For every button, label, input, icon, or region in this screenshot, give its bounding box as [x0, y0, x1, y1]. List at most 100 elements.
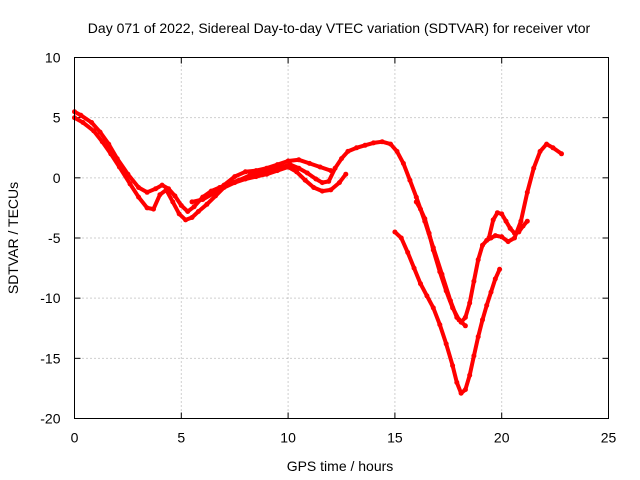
series-track-e [486, 210, 530, 240]
data-point [394, 148, 400, 154]
data-point [345, 148, 351, 154]
data-point [328, 187, 334, 193]
data-point [480, 317, 485, 323]
data-point [524, 218, 530, 224]
data-point [492, 276, 498, 282]
data-point [437, 269, 443, 275]
data-point [200, 197, 206, 202]
data-point [559, 151, 564, 157]
data-point [264, 165, 270, 171]
data-point [153, 186, 159, 192]
y-tick-label: -20 [40, 411, 60, 427]
data-point [317, 164, 323, 170]
data-point [388, 141, 394, 147]
data-point [405, 249, 411, 255]
x-tick-label: 10 [280, 430, 296, 446]
data-point [430, 247, 436, 253]
data-point [78, 112, 84, 118]
data-point [458, 390, 464, 396]
data-point [127, 181, 133, 187]
series-track-a [72, 109, 564, 325]
y-tick-label: 10 [45, 50, 61, 66]
data-point [462, 314, 468, 320]
data-point [450, 363, 456, 369]
data-point [512, 235, 517, 241]
data-point [311, 185, 317, 190]
data-point [492, 233, 498, 239]
data-point [307, 160, 312, 166]
data-point [343, 171, 349, 177]
data-point [480, 242, 485, 248]
data-point [516, 229, 522, 235]
series-track-f [414, 199, 468, 328]
data-point [136, 185, 142, 190]
data-point [183, 217, 189, 223]
data-point [467, 372, 473, 378]
data-point [424, 293, 430, 299]
data-point [91, 128, 97, 134]
axis-ticks: 0 5 10 15 20 25 10 5 0 -5 -10 -15 -20 [40, 50, 616, 446]
data-point [285, 164, 291, 170]
data-point [296, 157, 302, 163]
data-point [411, 265, 417, 271]
data-point [454, 379, 460, 385]
y-tick-label: -15 [40, 350, 60, 366]
data-point [418, 281, 423, 287]
data-point [80, 120, 86, 125]
series-track-b [72, 115, 348, 222]
data-point [544, 141, 550, 147]
data-point [456, 317, 462, 323]
data-point [163, 187, 169, 193]
data-point [210, 191, 216, 196]
data-point [319, 188, 325, 194]
data-point [505, 239, 511, 245]
data-point [191, 204, 197, 210]
data-point [437, 322, 443, 328]
data-point [518, 218, 524, 224]
data-point [178, 203, 184, 208]
data-point [499, 234, 505, 240]
data-point [108, 151, 114, 157]
data-point [503, 218, 509, 224]
data-point [313, 176, 319, 182]
data-point [443, 341, 449, 347]
data-point [426, 230, 432, 236]
data-point [302, 177, 308, 183]
data-point [475, 257, 481, 263]
data-point [475, 334, 481, 340]
y-tick-label: -5 [48, 230, 61, 246]
data-point [520, 223, 526, 229]
data-point [170, 199, 176, 205]
data-point [157, 192, 163, 198]
data-point [151, 206, 156, 212]
series-track-d [392, 230, 502, 396]
data-point [144, 189, 150, 195]
data-point [398, 235, 404, 241]
x-tick-label: 5 [177, 430, 185, 446]
data-point [422, 216, 428, 222]
data-point [328, 168, 334, 174]
data-point [89, 120, 95, 125]
data-point [264, 171, 270, 177]
y-tick-label: -10 [40, 290, 60, 306]
x-tick-label: 0 [71, 430, 79, 446]
data-point [294, 169, 300, 175]
data-point [204, 201, 210, 207]
data-point [537, 148, 543, 154]
data-point [253, 168, 259, 174]
data-point [362, 142, 368, 148]
data-point [490, 217, 496, 223]
data-series [72, 109, 564, 396]
data-point [304, 170, 310, 176]
data-point [413, 194, 419, 200]
data-point [499, 211, 505, 217]
data-point [507, 225, 513, 231]
data-point [430, 305, 436, 311]
data-point [99, 139, 105, 145]
data-point [97, 129, 103, 135]
data-point [497, 266, 503, 272]
data-point [407, 177, 413, 183]
data-point [471, 278, 477, 284]
data-point [339, 156, 344, 162]
data-point [471, 353, 477, 359]
